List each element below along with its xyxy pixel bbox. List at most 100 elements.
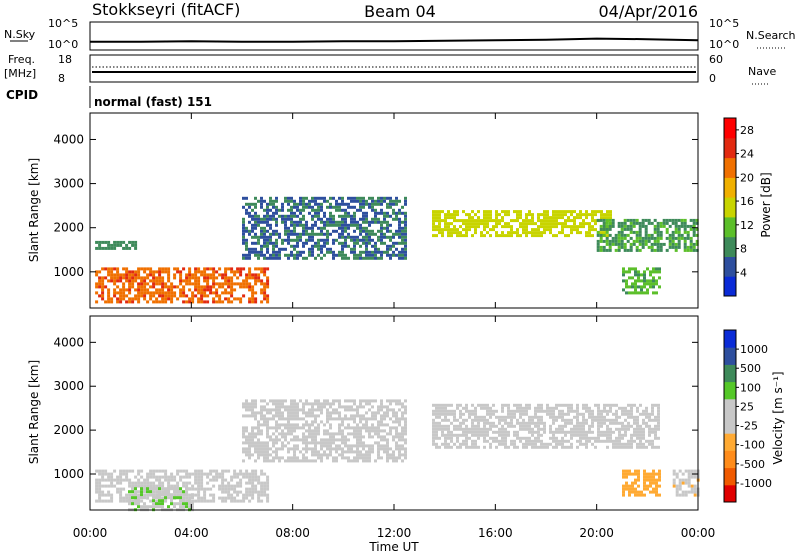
data-cell — [317, 441, 320, 445]
data-cell — [203, 496, 207, 500]
data-cell — [453, 418, 456, 422]
data-cell — [641, 221, 645, 225]
nsearch-tick-low: 10^0 — [709, 38, 739, 51]
data-cell — [95, 490, 99, 494]
data-cell — [489, 210, 492, 214]
data-cell — [281, 241, 284, 245]
data-cell — [537, 231, 540, 235]
data-cell — [615, 442, 618, 446]
data-cell — [441, 424, 444, 428]
data-cell — [137, 481, 141, 485]
data-cell — [161, 276, 165, 280]
data-cell — [689, 236, 693, 240]
data-cell — [95, 291, 99, 295]
data-cell — [614, 236, 618, 240]
data-cell — [251, 496, 255, 500]
nsearch-tick-high: 10^5 — [709, 17, 739, 30]
data-cell — [656, 236, 660, 240]
data-cell — [564, 219, 567, 223]
data-cell — [684, 490, 688, 494]
data-cell — [368, 399, 371, 403]
data-cell — [597, 403, 600, 407]
data-cell — [140, 285, 144, 289]
data-cell — [179, 282, 183, 286]
data-cell — [655, 279, 658, 283]
data-cell — [293, 199, 296, 203]
data-cell — [637, 291, 640, 295]
data-cell — [119, 481, 123, 485]
data-cell — [296, 426, 299, 430]
data-cell — [614, 242, 618, 246]
data-cell — [107, 294, 111, 298]
data-cell — [95, 481, 99, 485]
y-tick-label: 2000 — [53, 423, 84, 437]
data-cell — [185, 475, 189, 479]
data-cell — [353, 205, 356, 209]
data-cell — [438, 403, 441, 407]
data-cell — [525, 219, 528, 223]
data-cell — [404, 420, 407, 424]
data-cell — [314, 429, 317, 433]
data-cell — [639, 442, 642, 446]
data-cell — [245, 490, 249, 494]
data-cell — [642, 418, 645, 422]
data-cell — [200, 291, 204, 295]
data-cell — [344, 414, 347, 418]
data-cell — [260, 232, 263, 236]
data-cell — [401, 435, 404, 439]
data-cell — [649, 478, 652, 482]
data-cell — [596, 218, 600, 222]
data-cell — [537, 409, 540, 413]
data-cell — [113, 240, 117, 244]
data-cell — [125, 499, 129, 503]
data-cell — [359, 244, 362, 248]
data-cell — [287, 241, 290, 245]
data-cell — [540, 222, 543, 226]
data-cell — [444, 412, 447, 416]
data-cell — [652, 285, 655, 289]
data-cell — [477, 415, 480, 419]
data-cell — [567, 234, 570, 238]
data-cell — [585, 433, 588, 437]
data-cell — [245, 429, 248, 433]
data-cell — [143, 270, 147, 274]
data-cell — [501, 403, 504, 407]
data-cell — [245, 279, 249, 283]
data-cell — [197, 282, 201, 286]
data-cell — [284, 426, 287, 430]
data-cell — [134, 484, 138, 488]
data-cell — [278, 447, 281, 451]
data-cell — [167, 276, 171, 280]
data-cell — [248, 487, 252, 491]
data-cell — [353, 426, 356, 430]
data-cell — [561, 439, 564, 443]
data-cell — [224, 273, 228, 277]
data-cell — [395, 435, 398, 439]
data-cell — [658, 484, 661, 488]
data-cell — [227, 481, 231, 485]
data-cell — [649, 472, 652, 476]
data-cell — [176, 502, 179, 506]
data-cell — [305, 402, 308, 406]
data-cell — [522, 222, 525, 226]
data-cell — [158, 300, 162, 304]
data-cell — [287, 229, 290, 233]
data-cell — [269, 238, 272, 242]
data-cell — [657, 424, 660, 428]
data-cell — [134, 493, 137, 497]
data-cell — [498, 219, 501, 223]
data-cell — [537, 445, 540, 449]
data-cell — [254, 459, 257, 463]
data-cell — [486, 427, 489, 431]
data-cell — [498, 430, 501, 434]
data-cell — [275, 199, 278, 203]
data-cell — [652, 291, 655, 295]
data-cell — [230, 496, 234, 500]
data-cell — [380, 211, 383, 215]
data-cell — [615, 412, 618, 416]
data-cell — [266, 411, 269, 415]
data-cell — [281, 202, 284, 206]
data-cell — [338, 429, 341, 433]
data-cell — [582, 403, 585, 407]
data-cell — [507, 231, 510, 235]
